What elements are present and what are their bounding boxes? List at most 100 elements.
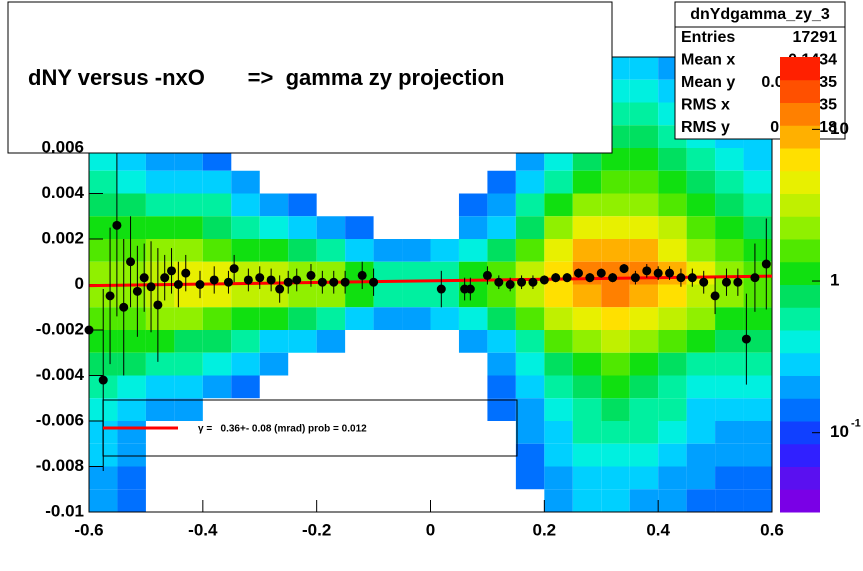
heatmap-cell — [743, 216, 772, 239]
profile-point — [721, 277, 731, 287]
heatmap-cell — [431, 171, 459, 194]
profile-point — [665, 268, 675, 278]
heatmap-cell — [715, 466, 744, 490]
heatmap-cell — [601, 148, 630, 171]
heatmap-cell — [316, 239, 346, 262]
heatmap-cell — [259, 330, 289, 353]
heatmap-cell — [572, 466, 602, 490]
stats-label: RMS y — [681, 119, 730, 136]
profile-point — [306, 270, 316, 280]
palette-band — [780, 193, 820, 217]
heatmap-cell — [316, 216, 346, 239]
heatmap-cell — [316, 330, 346, 353]
heatmap-cell — [430, 239, 459, 262]
heatmap-cell — [516, 489, 544, 512]
heatmap-cell — [629, 193, 659, 217]
stats-label: RMS x — [681, 97, 730, 114]
heatmap-cell — [601, 170, 630, 194]
heatmap-cell — [317, 489, 345, 512]
heatmap-cell — [601, 193, 630, 217]
profile-point — [132, 286, 142, 296]
heatmap-cell — [231, 170, 260, 194]
heatmap-cell — [487, 284, 516, 308]
heatmap-cell — [145, 170, 175, 194]
heatmap-cell — [658, 170, 687, 194]
profile-point — [283, 277, 293, 287]
heatmap-cell — [288, 376, 316, 399]
heatmap-cell — [260, 376, 288, 399]
heatmap-cell — [174, 398, 203, 421]
x-tick-label: -0.4 — [188, 520, 218, 539]
heatmap-cell — [544, 352, 573, 376]
heatmap-cell — [145, 352, 175, 376]
profile-point — [119, 302, 129, 312]
profile-point — [195, 280, 205, 289]
heatmap-cell — [459, 171, 487, 194]
heatmap-cell — [345, 398, 373, 421]
heatmap-cell — [629, 57, 659, 80]
profile-point — [369, 277, 379, 287]
heatmap-cell — [601, 398, 630, 421]
heatmap-cell — [686, 375, 716, 399]
heatmap-cell — [572, 330, 602, 353]
heatmap-cell — [345, 284, 374, 308]
heatmap-cell — [430, 261, 459, 285]
profile-point — [573, 268, 583, 278]
heatmap-cell — [487, 216, 516, 239]
profile-point — [733, 277, 743, 287]
y-tick-label: 0.004 — [41, 183, 84, 202]
heatmap-cell — [601, 330, 630, 353]
heatmap-cell — [259, 307, 289, 330]
y-tick-label: -0.008 — [36, 456, 84, 475]
palette-band — [780, 125, 820, 149]
heatmap-cell — [544, 443, 573, 467]
heatmap-cell — [487, 170, 516, 194]
stats-label: Mean y — [681, 74, 735, 91]
heatmap-cell — [601, 375, 630, 399]
heatmap-cell — [572, 398, 602, 421]
heatmap-cell — [459, 467, 487, 490]
heatmap-cell — [288, 467, 316, 490]
heatmap-cell — [231, 284, 260, 308]
heatmap-cell — [686, 216, 716, 239]
heatmap-cell — [515, 421, 545, 444]
heatmap-cell — [629, 398, 659, 421]
heatmap-cell — [89, 466, 118, 490]
heatmap-cell — [374, 353, 402, 376]
heatmap-cell — [231, 193, 260, 217]
heatmap-cell — [515, 375, 545, 399]
heatmap-cell — [317, 398, 345, 421]
heatmap-cell — [231, 307, 260, 330]
stats-label: Entries — [681, 29, 735, 46]
heatmap-cell — [658, 330, 687, 353]
heatmap-cell — [487, 489, 515, 512]
heatmap-cell — [629, 170, 659, 194]
heatmap-cell — [374, 444, 402, 467]
heatmap-cell — [431, 489, 459, 512]
heatmap-cell — [231, 489, 259, 512]
profile-point — [275, 284, 285, 294]
heatmap-cell — [202, 284, 232, 308]
heatmap-cell — [202, 307, 232, 330]
heatmap-cell — [146, 467, 174, 490]
heatmap-cell — [629, 443, 659, 467]
heatmap-cell — [174, 170, 203, 194]
heatmap-cell — [317, 467, 345, 490]
heatmap-cell — [629, 216, 659, 239]
heatmap-cell — [629, 307, 659, 330]
profile-point — [173, 280, 183, 289]
heatmap-cell — [402, 376, 430, 399]
profile-point — [528, 277, 538, 287]
heatmap-cell — [402, 489, 430, 512]
heatmap-cell — [231, 330, 260, 353]
z-tick-label: 1 — [830, 271, 839, 290]
heatmap-cell — [316, 284, 346, 308]
z-tick-exponent: -1 — [851, 418, 861, 430]
heatmap-cell — [145, 330, 175, 353]
heatmap-cell — [402, 398, 430, 421]
heatmap-cell — [658, 489, 687, 512]
heatmap-cell — [288, 284, 317, 308]
profile-point — [255, 273, 265, 283]
stats-value: 17291 — [793, 29, 838, 46]
heatmap-cell — [146, 444, 174, 467]
